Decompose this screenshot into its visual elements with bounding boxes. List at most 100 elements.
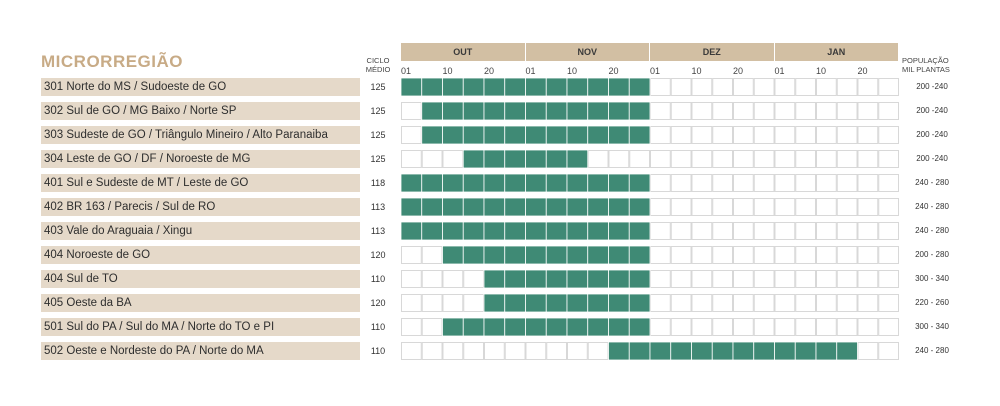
- calendar-cell: [836, 222, 858, 240]
- calendar-cell: [816, 294, 837, 312]
- planting-window-cell: [566, 221, 589, 241]
- planting-window-cell: [525, 245, 547, 265]
- calendar-cell: [857, 294, 879, 312]
- calendar-cell: [878, 342, 899, 360]
- calendar-cell: [836, 174, 858, 192]
- planting-window-cell: [587, 125, 609, 145]
- planting-window-cell: [400, 77, 423, 97]
- calendar-cell: [421, 342, 443, 360]
- calendar-cell: [774, 246, 796, 264]
- ciclo-header-line1: CICLO: [366, 56, 390, 65]
- planting-window-cell: [442, 173, 464, 193]
- calendar-cell: [712, 198, 733, 216]
- calendar-cell: [670, 126, 692, 144]
- calendar-cell: [401, 270, 422, 288]
- calendar-cell: [816, 102, 837, 120]
- calendar-cell: [650, 246, 671, 264]
- ciclo-value: 113: [370, 202, 386, 212]
- planting-window-cell: [608, 221, 630, 241]
- calendar-cell: [712, 294, 733, 312]
- calendar-cell: [421, 246, 443, 264]
- calendar-cell: [878, 294, 899, 312]
- calendar-cell: [421, 294, 443, 312]
- calendar-cell: [878, 246, 899, 264]
- calendar-cell: [670, 102, 692, 120]
- planting-window-cell: [628, 269, 651, 289]
- populacao-value: 240 - 280: [915, 226, 949, 235]
- planting-window-cell: [504, 269, 526, 289]
- planting-window-cell: [442, 221, 464, 241]
- planting-window-cell: [587, 77, 609, 97]
- planting-window-cell: [525, 149, 547, 169]
- region-label: 501 Sul do PA / Sul do MA / Norte do TO …: [41, 318, 360, 336]
- calendar-cell: [733, 246, 754, 264]
- planting-window-cell: [836, 341, 858, 361]
- planting-window-cell: [504, 101, 526, 121]
- calendar-cell: [816, 150, 837, 168]
- planting-window-cell: [566, 149, 589, 169]
- calendar-cell: [670, 270, 692, 288]
- calendar-cell: [691, 294, 713, 312]
- planting-window-cell: [525, 125, 547, 145]
- calendar-cell: [650, 102, 671, 120]
- calendar-cell: [691, 246, 713, 264]
- planting-window-cell: [462, 101, 485, 121]
- planting-window-cell: [691, 341, 713, 361]
- planting-window-cell: [628, 221, 651, 241]
- calendar-cell: [878, 102, 899, 120]
- calendar-cell: [712, 270, 733, 288]
- ciclo-value: 113: [370, 226, 386, 236]
- populacao-value: 220 - 260: [915, 298, 949, 307]
- calendar-cell: [463, 342, 484, 360]
- planting-window-cell: [566, 293, 589, 313]
- populacao-value: 240 - 280: [915, 202, 949, 211]
- planting-window-cell: [525, 221, 547, 241]
- day-tick-label: 20: [484, 66, 495, 76]
- calendar-cell: [670, 318, 692, 336]
- planting-window-cell: [462, 77, 485, 97]
- planting-window-cell: [545, 245, 568, 265]
- calendar-cell: [691, 318, 713, 336]
- calendar-cell: [401, 342, 422, 360]
- planting-window-cell: [400, 197, 423, 217]
- planting-window-cell: [608, 197, 630, 217]
- planting-window-cell: [815, 341, 838, 361]
- planting-window-cell: [608, 245, 630, 265]
- planting-window-cell: [545, 77, 568, 97]
- planting-window-cell: [504, 197, 526, 217]
- planting-window-cell: [587, 101, 609, 121]
- calendar-cell: [401, 318, 422, 336]
- planting-window-cell: [525, 269, 547, 289]
- calendar-cell: [795, 222, 816, 240]
- calendar-cell: [795, 150, 816, 168]
- planting-window-cell: [628, 293, 651, 313]
- calendar-cell: [836, 102, 858, 120]
- populacao-value: 240 - 280: [915, 178, 949, 187]
- calendar-cell: [670, 198, 692, 216]
- calendar-cell: [712, 102, 733, 120]
- calendar-cell: [857, 246, 879, 264]
- calendar-cell: [650, 126, 671, 144]
- planting-window-cell: [711, 341, 734, 361]
- planting-window-cell: [400, 173, 423, 193]
- planting-window-cell: [649, 341, 672, 361]
- ciclo-value: 125: [370, 82, 386, 92]
- ciclo-value: 118: [370, 178, 386, 188]
- calendar-cell: [546, 342, 567, 360]
- planting-window-cell: [504, 221, 526, 241]
- calendar-cell: [774, 78, 796, 96]
- planting-window-cell: [525, 317, 547, 337]
- calendar-cell: [733, 174, 754, 192]
- calendar-cell: [816, 318, 837, 336]
- planting-window-cell: [504, 77, 526, 97]
- column-header-ciclo: CICLO MÉDIO: [360, 56, 396, 74]
- calendar-cell: [567, 342, 588, 360]
- calendar-cell: [795, 198, 816, 216]
- planting-window-cell: [628, 77, 651, 97]
- calendar-cell: [774, 150, 796, 168]
- day-tick-label: 10: [567, 66, 578, 76]
- calendar-cell: [816, 222, 837, 240]
- calendar-cell: [857, 222, 879, 240]
- region-label: 405 Oeste da BA: [41, 294, 360, 312]
- calendar-cell: [608, 150, 630, 168]
